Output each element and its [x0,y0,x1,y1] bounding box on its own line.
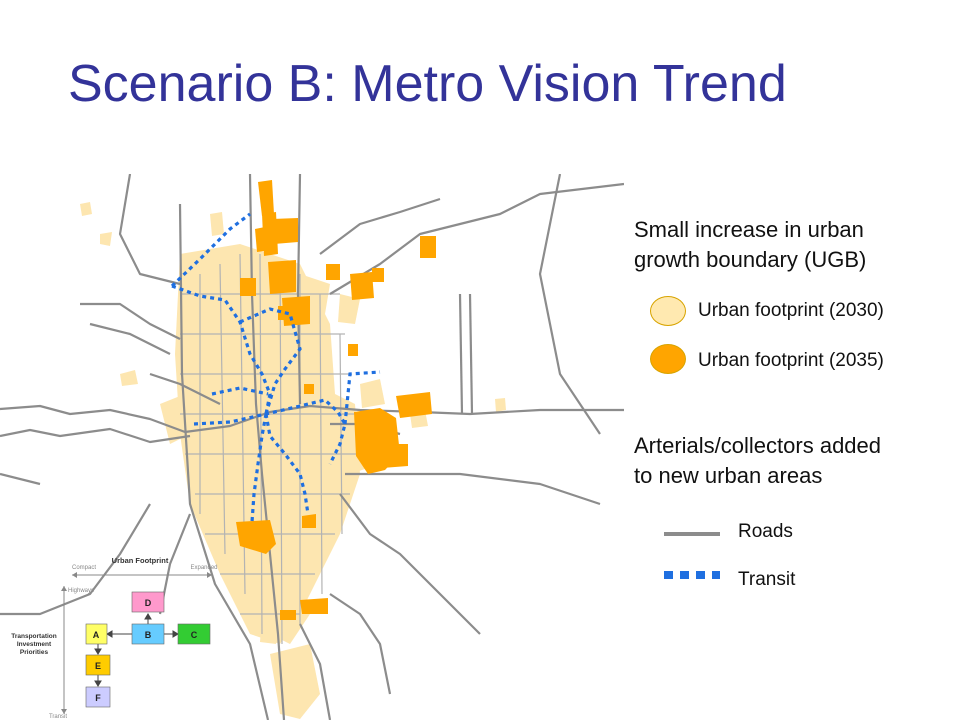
inset-side-label-1: Transportation [11,633,57,640]
ugb-heading-line2: growth boundary (UGB) [634,247,867,272]
transit-swatch [664,571,720,579]
inset-box-e: E [85,654,111,676]
metro-map [0,174,624,720]
transit-lines [170,212,381,523]
inset-box-a: A [85,623,108,645]
svg-text:F: F [95,693,101,703]
roads [0,174,624,720]
svg-text:C: C [191,630,198,640]
slide-title: Scenario B: Metro Vision Trend [68,55,787,113]
inset-transit-label: Transit [49,714,67,720]
roads-swatch [664,532,720,536]
svg-text:A: A [93,630,100,640]
svg-text:D: D [145,598,152,608]
inset-side-label-3: Priorities [20,649,49,656]
inset-compact-label: Compact [72,565,96,571]
inset-urban-footprint-label: Urban Footprint [112,556,169,565]
transit-label: Transit [738,569,796,590]
roads-label: Roads [738,521,793,542]
inset-box-b: B [131,623,165,645]
inset-expanded-label: Expanded [190,565,217,571]
urban-footprint-2035-area [236,180,436,620]
arterials-heading-line1: Arterials/collectors added [634,433,882,458]
inset-box-c: C [177,623,211,645]
inset-box-d: D [131,591,165,613]
footprint-2030-swatch [650,296,686,326]
footprint-2035-label: Urban footprint (2035) [698,350,884,371]
inset-side-label-2: Investment [17,641,52,648]
svg-text:E: E [95,661,101,671]
arterials-heading-line2: to new urban areas [634,463,823,488]
inset-box-f: F [85,686,111,708]
scenario-inset-diagram: Urban Footprint Compact Expanded Highway… [0,548,224,720]
inset-highways-label: Highways [68,588,94,594]
svg-text:B: B [145,630,152,640]
footprint-2035-swatch [650,344,686,374]
ugb-heading-line1: Small increase in urban [634,217,864,242]
footprint-2030-label: Urban footprint (2030) [698,300,884,321]
